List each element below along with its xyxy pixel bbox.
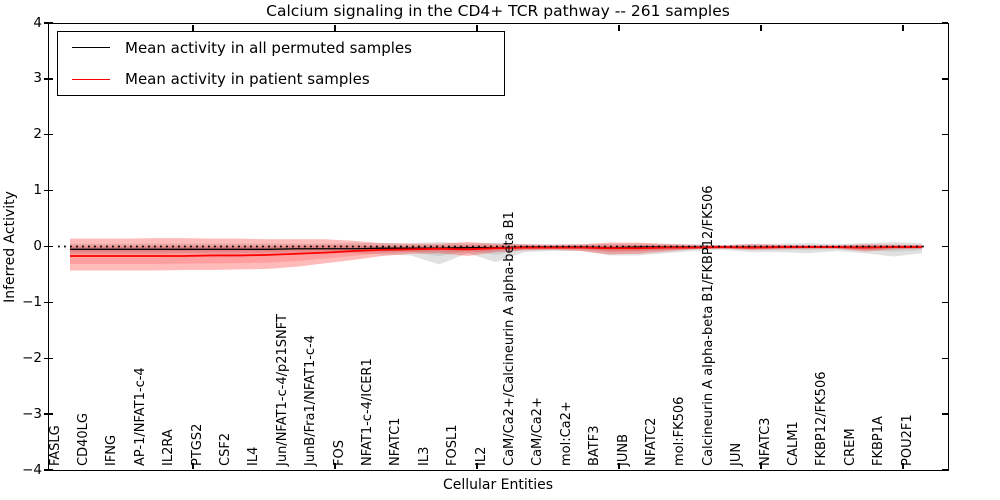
x-tick-label: mol:Ca2+: [558, 401, 574, 466]
x-tick-mark-bottom: [902, 463, 904, 469]
y-tick-mark-right: [941, 301, 948, 304]
x-tick-label: FKBP1A: [871, 416, 887, 466]
y-tick-mark-left: [44, 413, 53, 415]
y-tick-label: −2: [22, 349, 42, 366]
y-tick-mark-left: [44, 22, 53, 24]
x-tick-label: FKBP12/FK506: [814, 371, 830, 467]
x-tick-mark-top: [760, 24, 762, 31]
x-tick-label: Jun/NFAT1-c-4/p21SNFT: [274, 314, 290, 466]
y-tick-label: 2: [33, 126, 42, 143]
y-tick-mark-left: [44, 301, 53, 304]
x-tick-label: JUNB: [615, 434, 631, 466]
x-axis-title: Cellular Entities: [442, 477, 554, 493]
y-tick-mark-right: [941, 189, 948, 192]
x-tick-label: FOSL1: [445, 424, 461, 466]
x-tick-label: NFATC3: [757, 417, 773, 466]
band-inner-patient: [70, 245, 922, 264]
x-tick-label: IL4: [246, 446, 262, 466]
x-tick-label: CREM: [842, 428, 858, 466]
x-tick-mark-bottom: [618, 463, 620, 469]
x-tick-mark-bottom: [192, 463, 194, 469]
x-tick-label: IFNG: [104, 434, 120, 466]
legend-item-patient: Mean activity in patient samples: [58, 70, 504, 88]
x-tick-mark-bottom: [334, 463, 336, 469]
x-tick-label: IL2: [473, 446, 489, 466]
y-tick-mark-left: [44, 357, 53, 359]
x-tick-label: IL3: [416, 446, 432, 466]
y-tick-mark-right: [941, 245, 948, 248]
x-tick-label: JunB/Fra1/NFAT1-c-4: [303, 334, 319, 466]
y-tick-label: 1: [33, 182, 42, 199]
x-tick-mark-bottom: [476, 463, 478, 469]
x-tick-label: CaM/Ca2+: [530, 397, 546, 466]
y-tick-mark-left: [44, 189, 53, 192]
legend-line-sample-black: [72, 47, 110, 49]
legend: Mean activity in all permuted samples Me…: [57, 31, 505, 96]
legend-item-permuted: Mean activity in all permuted samples: [58, 39, 504, 57]
y-tick-label: 4: [33, 14, 42, 31]
x-tick-label: FOS: [331, 440, 347, 466]
y-tick-mark-left: [44, 78, 53, 80]
legend-line-sample-red: [72, 78, 110, 80]
chart-title: Calcium signaling in the CD4+ TCR pathwa…: [266, 2, 730, 20]
x-tick-label: IL2RA: [161, 429, 177, 466]
y-tick-mark-right: [941, 22, 948, 24]
x-tick-label: JUN: [729, 442, 745, 466]
y-tick-mark-left: [44, 134, 53, 136]
y-tick-label: −4: [22, 461, 42, 478]
y-tick-mark-right: [941, 413, 948, 415]
y-tick-mark-left: [44, 469, 53, 471]
x-tick-label: FASLG: [47, 425, 63, 466]
legend-label: Mean activity in all permuted samples: [125, 38, 412, 57]
y-tick-label: 0: [33, 238, 42, 254]
x-tick-label: AP-1/NFAT1-c-4: [132, 367, 148, 466]
x-tick-label: PTGS2: [189, 423, 205, 466]
mean-line-patient: [70, 246, 922, 257]
y-tick-mark-right: [941, 469, 948, 471]
legend-label: Mean activity in patient samples: [125, 70, 370, 89]
x-tick-label: NFATC1: [388, 417, 404, 466]
x-tick-label: POU2F1: [899, 414, 915, 466]
y-tick-label: −3: [22, 405, 42, 422]
y-tick-mark-right: [941, 134, 948, 136]
x-tick-mark-bottom: [760, 463, 762, 469]
x-tick-mark-top: [192, 24, 194, 31]
x-tick-mark-top: [902, 24, 904, 31]
x-tick-label: NFATC2: [643, 417, 659, 466]
y-tick-label: −1: [22, 293, 42, 310]
plot-area: [58, 238, 926, 271]
x-tick-label: CSF2: [217, 432, 233, 466]
x-tick-label: CaM/Ca2+/Calcineurin A alpha-beta B1: [501, 211, 517, 466]
x-tick-mark-top: [334, 24, 336, 31]
x-tick-mark-top: [618, 24, 620, 31]
y-tick-mark-left: [44, 245, 53, 248]
x-tick-label: mol:FK506: [672, 396, 688, 466]
x-tick-mark-top: [476, 24, 478, 31]
x-tick-label: BATF3: [587, 425, 603, 467]
y-tick-mark-right: [941, 357, 948, 359]
x-tick-label: CALM1: [785, 421, 801, 466]
x-tick-label: NFAT1-c-4/ICER1: [359, 358, 375, 466]
y-tick-mark-right: [941, 78, 948, 80]
y-tick-label: 3: [33, 70, 42, 87]
x-tick-label: Calcineurin A alpha-beta B1/FKBP12/FK506: [700, 185, 716, 466]
band-outer-patient: [70, 238, 922, 271]
x-tick-label: CD40LG: [75, 413, 91, 466]
